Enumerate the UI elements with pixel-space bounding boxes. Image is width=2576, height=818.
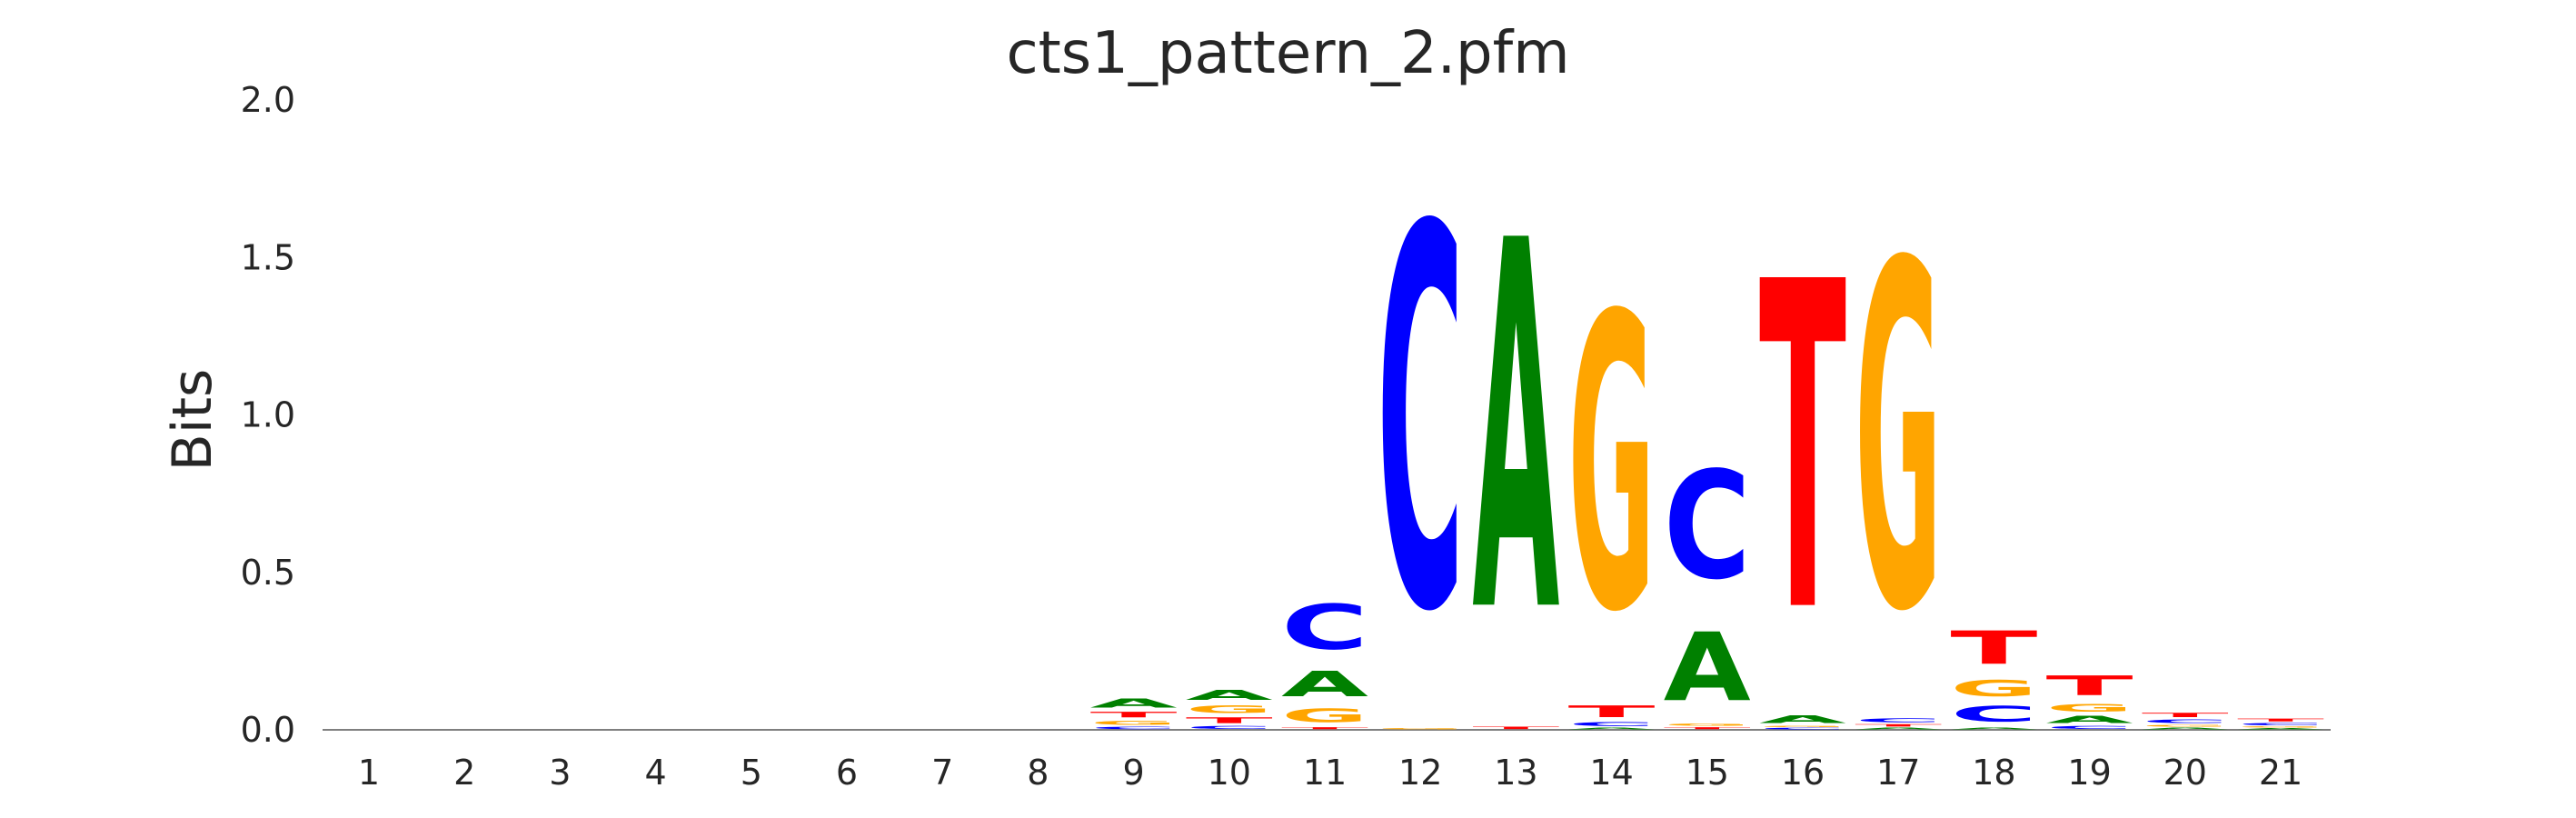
logo-letter-t-pos-11: T bbox=[1281, 727, 1368, 730]
logo-letter-t-pos-17: T bbox=[1855, 723, 1942, 727]
y-axis-ticks: 0.0 0.5 1.0 1.5 2.0 bbox=[241, 80, 295, 750]
logo-letter-a-pos-21: A bbox=[2237, 728, 2324, 730]
logo-letter-g-pos-19: G bbox=[2046, 702, 2133, 714]
logo-letter-t-pos-19: T bbox=[2046, 670, 2133, 701]
x-tick-label: 9 bbox=[1123, 753, 1145, 793]
x-tick-label: 6 bbox=[836, 753, 858, 793]
logo-letter-g-pos-11: G bbox=[1281, 704, 1368, 726]
y-tick-label: 1.5 bbox=[241, 237, 295, 277]
logo-letter-c-pos-19: C bbox=[2046, 725, 2133, 730]
logo-letter-g-pos-10: G bbox=[1186, 703, 1273, 716]
logo-letter-c-pos-21: C bbox=[2237, 723, 2324, 726]
logo-letter-t-pos-14: T bbox=[1568, 703, 1656, 722]
logo-letter-a-pos-18: A bbox=[1950, 727, 2037, 730]
logo-letter-a-pos-20: A bbox=[2142, 727, 2229, 730]
logo-letter-t-pos-18: T bbox=[1950, 622, 2037, 675]
logo-letter-c-pos-12: C bbox=[1377, 119, 1464, 727]
x-tick-label: 21 bbox=[2259, 753, 2302, 793]
logo-letter-t-pos-20: T bbox=[2142, 712, 2229, 719]
logo-letter-g-pos-20: G bbox=[2142, 724, 2229, 727]
logo-letter-a-pos-16: A bbox=[1759, 713, 1846, 725]
logo-letter-g-pos-9: G bbox=[1090, 719, 1178, 726]
x-tick-label: 8 bbox=[1027, 753, 1049, 793]
logo-letter-g-pos-16: G bbox=[1759, 725, 1846, 727]
x-tick-label: 10 bbox=[1208, 753, 1251, 793]
x-tick-label: 3 bbox=[549, 753, 571, 793]
logo-letter-c-pos-9: C bbox=[1090, 726, 1178, 730]
y-tick-label: 1.0 bbox=[241, 395, 295, 435]
x-axis-ticks: 1 2 3 4 5 6 7 8 9 10 11 12 13 14 15 16 17 18 19 20 21 bbox=[358, 753, 2302, 793]
x-tick-label: 1 bbox=[358, 753, 380, 793]
logo-letter-g-pos-12: G bbox=[1377, 728, 1464, 730]
logo-letter-t-pos-15: T bbox=[1664, 727, 1751, 730]
logo-letter-g-pos-14: G bbox=[1568, 231, 1656, 701]
logo-letter-g-pos-17: G bbox=[1855, 165, 1942, 716]
x-tick-label: 14 bbox=[1589, 753, 1633, 793]
logo-letter-g-pos-18: G bbox=[1950, 674, 2037, 701]
x-tick-label: 19 bbox=[2067, 753, 2111, 793]
y-tick-label: 2.0 bbox=[241, 80, 295, 120]
logo-letter-c-pos-11: C bbox=[1281, 592, 1368, 664]
x-tick-label: 17 bbox=[1876, 753, 1920, 793]
logo-letter-a-pos-13: A bbox=[1472, 136, 1560, 724]
x-tick-label: 18 bbox=[1972, 753, 2015, 793]
x-tick-label: 12 bbox=[1398, 753, 1442, 793]
x-tick-label: 2 bbox=[453, 753, 475, 793]
chart-title: cts1_pattern_2.pfm bbox=[1006, 20, 1570, 87]
x-tick-label: 5 bbox=[741, 753, 762, 793]
x-tick-label: 7 bbox=[931, 753, 953, 793]
x-tick-label: 11 bbox=[1303, 753, 1347, 793]
logo-letter-g-pos-21: G bbox=[2237, 726, 2324, 728]
logo-letter-t-pos-10: T bbox=[1186, 715, 1273, 724]
logo-letter-c-pos-17: C bbox=[1855, 717, 1942, 723]
x-tick-label: 20 bbox=[2163, 753, 2207, 793]
logo-letter-t-pos-16: T bbox=[1759, 188, 1847, 711]
logo-letter-c-pos-20: C bbox=[2142, 719, 2229, 724]
logo-letter-a-pos-19: A bbox=[2046, 714, 2133, 725]
x-tick-label: 4 bbox=[645, 753, 667, 793]
logo-letter-c-pos-16: C bbox=[1759, 727, 1846, 730]
logo-letter-t-pos-9: T bbox=[1090, 710, 1178, 719]
logo-letter-c-pos-15: C bbox=[1664, 440, 1751, 613]
logo-letter-a-pos-11: A bbox=[1281, 663, 1368, 704]
logo-letter-t-pos-13: T bbox=[1472, 726, 1559, 730]
y-tick-label: 0.5 bbox=[241, 553, 295, 593]
logo-letter-g-pos-15: G bbox=[1664, 723, 1751, 726]
logo-letter-c-pos-10: C bbox=[1186, 725, 1273, 730]
x-tick-label: 13 bbox=[1494, 753, 1537, 793]
logo-letters: CGTACTGATGACGCTAACTGTGACCGATATCGACGTCAGT… bbox=[1090, 119, 2325, 730]
x-tick-label: 16 bbox=[1781, 753, 1825, 793]
logo-letter-a-pos-14: A bbox=[1568, 727, 1656, 730]
logo-letter-c-pos-18: C bbox=[1950, 702, 2037, 726]
logo-letter-t-pos-21: T bbox=[2237, 718, 2324, 723]
y-tick-label: 0.0 bbox=[241, 710, 295, 750]
logo-letter-a-pos-17: A bbox=[1855, 727, 1942, 730]
x-tick-label: 15 bbox=[1686, 753, 1729, 793]
logo-letter-a-pos-10: A bbox=[1186, 687, 1273, 703]
logo-letter-c-pos-14: C bbox=[1568, 721, 1656, 727]
logo-letter-a-pos-9: A bbox=[1090, 696, 1178, 711]
logo-letter-a-pos-15: A bbox=[1664, 613, 1751, 723]
